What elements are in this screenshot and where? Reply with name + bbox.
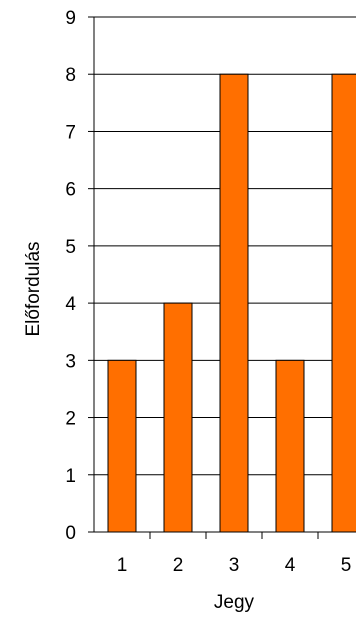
bar — [275, 359, 305, 533]
x-tick-label: 5 — [341, 555, 352, 576]
y-tick-label: 3 — [65, 351, 76, 372]
x-tick-labels: 1 2 3 4 5 — [117, 555, 352, 576]
bar — [219, 73, 249, 533]
y-tick-labels: 0 1 2 3 4 5 6 7 8 9 — [65, 8, 76, 544]
y-tick-label: 4 — [65, 294, 76, 315]
y-tick-label: 8 — [65, 65, 76, 86]
bars-layer — [107, 73, 356, 533]
x-axis-title: Jegy — [214, 592, 255, 613]
axis-layer — [88, 16, 356, 539]
y-tick-label: 7 — [65, 122, 76, 143]
y-tick-label: 6 — [65, 180, 76, 201]
y-tick-label: 5 — [65, 237, 76, 258]
x-tick-label: 4 — [285, 555, 296, 576]
y-axis-title: Előfordulás — [23, 241, 44, 336]
y-tick-label: 2 — [65, 409, 76, 430]
x-tick-label: 1 — [117, 555, 128, 576]
y-tick-label: 0 — [65, 523, 76, 544]
y-tick-label: 9 — [65, 8, 76, 29]
x-tick-label: 2 — [173, 555, 184, 576]
y-tick-label: 1 — [65, 466, 76, 487]
x-tick-label: 3 — [229, 555, 240, 576]
bar — [107, 359, 137, 533]
bar — [163, 302, 193, 533]
bar — [331, 73, 356, 533]
